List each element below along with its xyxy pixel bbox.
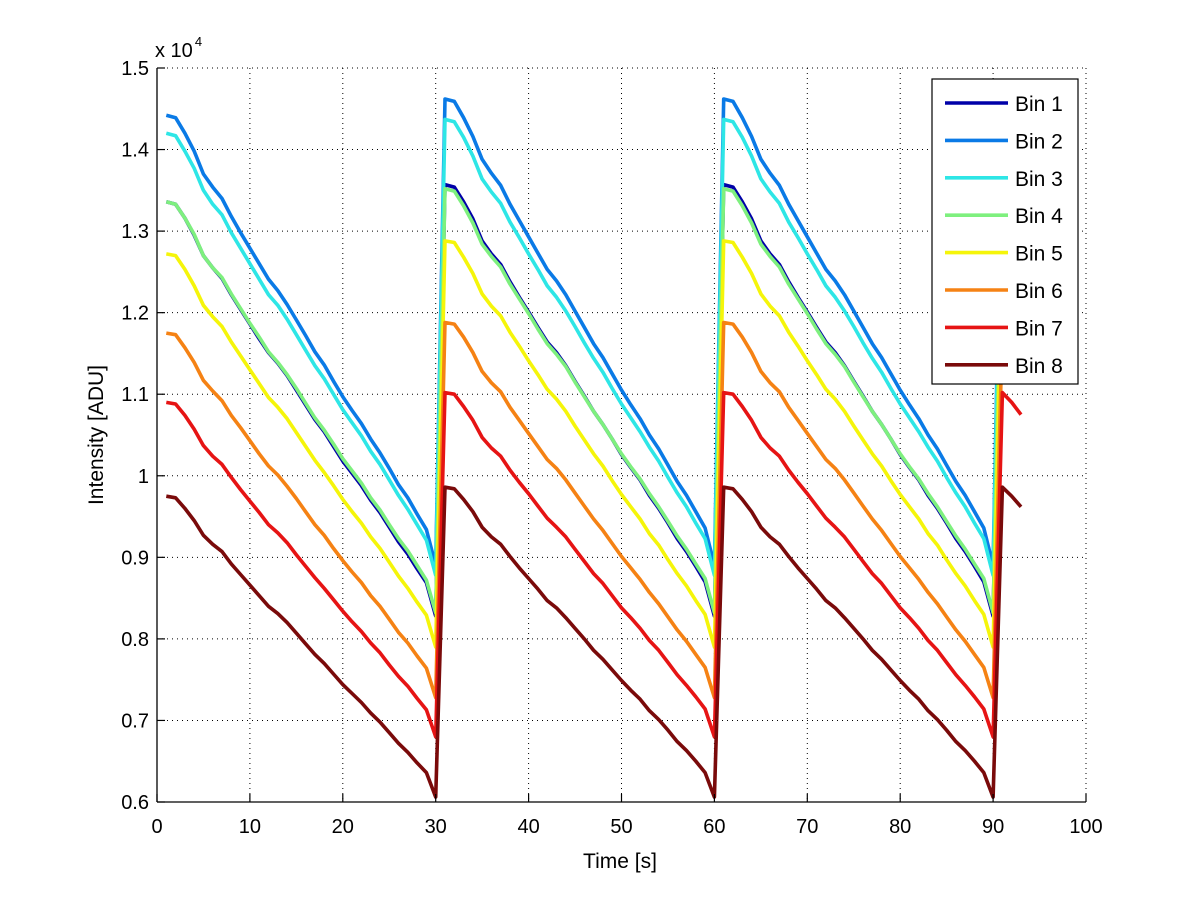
y-tick-label: 1.3 bbox=[121, 221, 149, 243]
legend-box bbox=[931, 78, 1079, 385]
y-exponent-power: 4 bbox=[195, 34, 202, 49]
y-exponent-label: x 10 4 bbox=[155, 34, 202, 62]
x-tick-label: 80 bbox=[889, 816, 911, 838]
y-axis-label: Intensity [ADU] bbox=[85, 365, 108, 505]
x-tick-label: 30 bbox=[425, 816, 447, 838]
legend-item: Bin 4 bbox=[945, 205, 1063, 228]
x-axis-label: Time [s] bbox=[583, 850, 657, 873]
series-line-bin-2 bbox=[165, 97, 1023, 568]
legend-label: Bin 6 bbox=[1015, 280, 1063, 303]
legend-label: Bin 5 bbox=[1015, 243, 1063, 266]
y-tick-label: 1.2 bbox=[121, 303, 149, 325]
legend-item: Bin 8 bbox=[945, 355, 1063, 378]
legend-label: Bin 7 bbox=[1015, 317, 1063, 340]
y-tick-label: 0.6 bbox=[121, 792, 149, 814]
legend-item: Bin 7 bbox=[945, 317, 1063, 340]
y-tick-label: 1.5 bbox=[121, 58, 149, 80]
series-line-bin-8 bbox=[165, 485, 1023, 799]
y-tick-label: 0.8 bbox=[121, 629, 149, 651]
y-tick-label: 0.7 bbox=[121, 710, 149, 732]
y-ticks: 0.6 0.7 0.8 0.9 1 1.1 1.2 1.3 1.4 1.5 bbox=[121, 58, 165, 814]
legend-item: Bin 3 bbox=[945, 168, 1063, 191]
legend-label: Bin 2 bbox=[1015, 130, 1063, 153]
x-tick-label: 40 bbox=[517, 816, 539, 838]
series-line-bin-5 bbox=[165, 239, 1023, 649]
x-tick-label: 50 bbox=[610, 816, 632, 838]
series-line-bin-3 bbox=[165, 117, 1023, 578]
y-tick-label: 1 bbox=[138, 466, 149, 488]
x-tick-label: 90 bbox=[982, 816, 1004, 838]
x-tick-label: 10 bbox=[239, 816, 261, 838]
y-tick-label: 0.9 bbox=[121, 547, 149, 569]
x-tick-label: 70 bbox=[796, 816, 818, 838]
x-tick-label: 0 bbox=[151, 816, 162, 838]
legend-label: Bin 8 bbox=[1015, 355, 1063, 378]
legend: Bin 1 Bin 2 Bin 3 Bin 4 Bin 5 Bin 6 Bin 7 Bin 8 bbox=[931, 78, 1079, 385]
y-tick-label: 1.1 bbox=[121, 384, 149, 406]
series-line-bin-4 bbox=[165, 186, 1023, 615]
series-line-bin-6 bbox=[165, 320, 1023, 700]
x-tick-label: 60 bbox=[703, 816, 725, 838]
legend-label: Bin 4 bbox=[1015, 205, 1063, 228]
x-ticks: 0 10 20 30 40 50 60 70 80 90 100 bbox=[151, 794, 1103, 838]
legend-label: Bin 1 bbox=[1015, 93, 1063, 116]
y-tick-label: 1.4 bbox=[121, 140, 149, 162]
legend-label: Bin 3 bbox=[1015, 168, 1063, 191]
x-tick-label: 20 bbox=[332, 816, 354, 838]
legend-item: Bin 1 bbox=[945, 93, 1063, 116]
legend-item: Bin 6 bbox=[945, 280, 1063, 303]
legend-item: Bin 5 bbox=[945, 243, 1063, 266]
series-lines bbox=[165, 97, 1023, 799]
y-exponent-base: x 10 bbox=[155, 40, 193, 62]
series-line-bin-7 bbox=[165, 390, 1023, 739]
x-tick-label: 100 bbox=[1069, 816, 1102, 838]
legend-item: Bin 2 bbox=[945, 130, 1063, 153]
